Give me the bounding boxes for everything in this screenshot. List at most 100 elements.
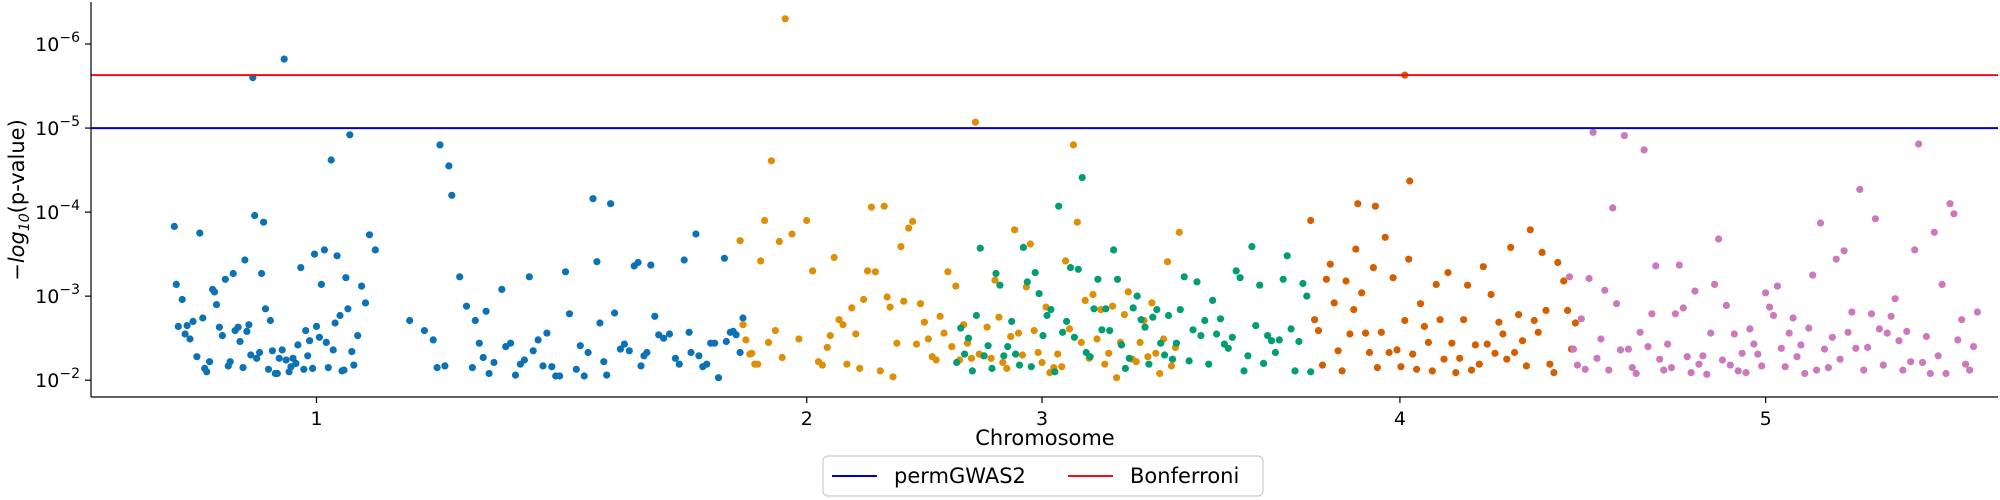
data-points [170, 15, 1981, 382]
point-chr5-93 [1930, 228, 1938, 236]
point-chr3-55 [1168, 355, 1177, 363]
point-chr3-20 [1031, 269, 1039, 277]
point-chr2-6 [754, 360, 762, 368]
point-chr2-39 [893, 339, 901, 347]
point-chr1b-4 [436, 141, 444, 149]
point-chr1b-9 [462, 302, 471, 310]
point-chr5-4 [1581, 365, 1589, 373]
point-chr2-69 [1011, 226, 1019, 234]
point-chr2-94 [1109, 302, 1117, 310]
point-chr5-55 [1781, 363, 1789, 371]
point-chr4-16 [1369, 264, 1377, 272]
point-chr3-65 [1209, 296, 1217, 304]
point-chr4-33 [1436, 316, 1444, 324]
point-chr3-4 [968, 367, 977, 375]
point-chr4-45 [1483, 340, 1491, 348]
point-chr2-29 [856, 364, 864, 372]
point-chr1-73 [344, 305, 352, 313]
point-chr4-49 [1499, 330, 1507, 338]
point-chr5-35 [1703, 370, 1711, 378]
point-chr5-29 [1679, 304, 1687, 312]
point-chr2-66 [999, 358, 1007, 367]
point-chr2-81 [1058, 363, 1066, 371]
point-chr1b-1 [420, 327, 428, 335]
threshold-lines [91, 74, 1998, 130]
point-chr2-0 [736, 237, 744, 245]
point-chr2-2 [742, 336, 750, 344]
point-chr2-101 [1136, 338, 1144, 346]
point-chr1b-65 [703, 360, 711, 368]
point-chr2-4 [748, 349, 756, 357]
point-chr3-2 [961, 350, 969, 358]
point-chr1-53 [300, 365, 308, 373]
point-chr4-31 [1428, 367, 1436, 375]
point-chr1-39 [266, 316, 274, 325]
x-ticks: 1 2 3 4 5 [310, 397, 1772, 430]
point-chr1-34 [256, 348, 264, 357]
point-chr3-76 [1252, 322, 1260, 330]
point-chr1b-27 [543, 329, 551, 337]
point-chr1-2 [174, 322, 182, 330]
point-chr2-82 [1062, 257, 1070, 265]
point-chr1-54 [302, 327, 310, 335]
point-chr4-19 [1381, 233, 1389, 241]
point-chr1-77 [354, 332, 362, 340]
point-chr1b-61 [687, 348, 695, 357]
point-chr3-78 [1260, 359, 1268, 367]
point-chr1b-36 [584, 348, 592, 357]
point-chr5-52 [1769, 311, 1778, 320]
point-chr4-61 [1546, 360, 1554, 368]
point-chr5-48 [1754, 350, 1762, 358]
point-chr4-47 [1491, 349, 1499, 357]
point-chr1-75 [348, 348, 356, 356]
point-chr4-38 [1456, 354, 1464, 362]
point-chr5-77 [1867, 310, 1876, 318]
point-chr1-3 [178, 295, 186, 304]
point-chr5-73 [1852, 344, 1860, 352]
point-chr2-37 [886, 303, 894, 311]
point-chr1-66 [329, 346, 337, 354]
point-chr2-90 [1093, 335, 1101, 343]
point-chr1-63 [322, 338, 330, 346]
point-chr1-44 [278, 346, 286, 354]
point-chr3-64 [1205, 360, 1213, 368]
y-axis-title-sub: 10 [17, 213, 33, 231]
point-chr3-45 [1129, 304, 1137, 312]
point-chr5-3 [1577, 315, 1585, 323]
point-chr2-51 [940, 329, 948, 337]
point-chr2-28 [852, 330, 860, 338]
point-chr2-1 [739, 321, 747, 329]
point-chr1b-7 [448, 191, 456, 199]
point-chr1-28 [243, 327, 251, 335]
point-chr5-58 [1793, 353, 1801, 361]
point-chr3-6 [976, 244, 984, 252]
point-chr5-46 [1746, 325, 1754, 333]
point-chr5-9 [1601, 286, 1609, 294]
point-chr2-46 [920, 318, 929, 326]
point-chr1b-49 [637, 362, 645, 370]
point-chr3-74 [1244, 352, 1252, 360]
point-chr1b-63 [695, 352, 703, 360]
point-chr5-13 [1616, 346, 1625, 354]
point-chr4-6 [1330, 299, 1338, 307]
point-chr4-14 [1362, 329, 1370, 337]
point-chr2-36 [883, 293, 891, 301]
point-chr5-42 [1730, 330, 1738, 338]
point-chr1-81 [371, 246, 379, 254]
point-chr5-76 [1864, 343, 1872, 351]
point-chr5-40 [1722, 301, 1730, 309]
x-tick-label-2: 2 [801, 408, 813, 430]
point-chr2-23 [830, 253, 838, 262]
point-chr4-36 [1448, 339, 1456, 347]
point-chr1b-17 [498, 285, 506, 293]
point-chr3-70 [1228, 333, 1236, 341]
point-chr2-42 [905, 224, 913, 232]
point-chr4-24 [1401, 316, 1409, 325]
point-chr3-17 [1019, 243, 1027, 251]
point-chr2-104 [1148, 299, 1156, 307]
point-chr1b-48 [634, 258, 642, 267]
point-chr5-88 [1911, 246, 1919, 254]
point-chr3-31 [1074, 265, 1082, 273]
point-chr3-43 [1121, 364, 1129, 372]
point-chr1b-43 [611, 309, 619, 317]
